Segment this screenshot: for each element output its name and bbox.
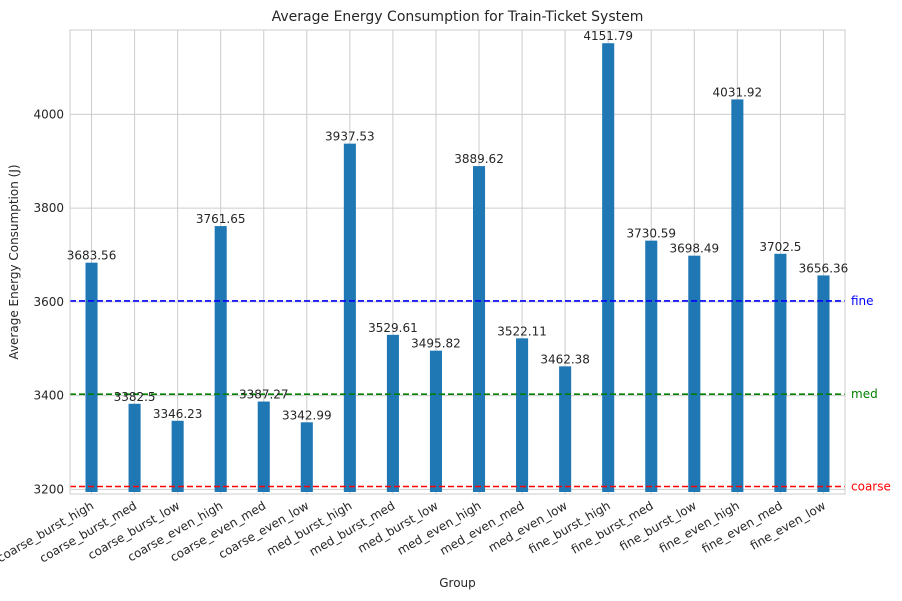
bar-value-label: 3522.11: [497, 324, 547, 338]
x-tick-label: fine_even_low: [748, 498, 828, 552]
x-tick-labels: coarse_burst_highcoarse_burst_medcoarse_…: [0, 498, 828, 565]
bar-value-label: 3889.62: [454, 152, 504, 166]
bar-value-label: 3342.99: [282, 408, 332, 422]
reference-lines: fine med coarse: [70, 294, 891, 494]
x-axis-title: Group: [439, 576, 476, 590]
bar-value-label: 3702.5: [759, 240, 801, 254]
bar: [214, 226, 227, 493]
y-tick-label: 3400: [33, 389, 64, 403]
bar: [386, 334, 399, 492]
bar: [128, 403, 141, 492]
bar: [171, 420, 184, 492]
y-tick-labels: 3200 3400 3600 3800 4000: [33, 107, 64, 496]
bar-value-label: 4031.92: [713, 85, 763, 99]
y-tick-label: 4000: [33, 107, 64, 121]
bar-value-label: 3529.61: [368, 321, 418, 335]
reference-label-coarse: coarse: [851, 480, 891, 494]
bar-value-label: 3462.38: [540, 352, 590, 366]
bar-value-label: 3382.5: [114, 390, 156, 404]
y-tick-label: 3600: [33, 295, 64, 309]
bar: [473, 166, 486, 492]
bar-value-label: 3698.49: [669, 242, 719, 256]
plot-frame: [69, 29, 846, 495]
bar-value-label: 3495.82: [411, 337, 461, 351]
bar-value-label: 3937.53: [325, 130, 375, 144]
bar: [429, 350, 442, 492]
bar-value-label: 3656.36: [799, 261, 849, 275]
grid-lines: [70, 30, 845, 494]
bar: [645, 240, 658, 492]
bar-value-label: 4151.79: [583, 29, 633, 43]
bar-value-label: 3387.27: [239, 388, 289, 402]
bar-value-label: 3761.65: [196, 212, 246, 226]
bar: [731, 99, 744, 493]
y-tick-label: 3800: [33, 201, 64, 215]
bar-value-labels: 3683.56 3382.5 3346.23 3761.65 3387.27 3342.9…: [67, 29, 849, 422]
bar: [774, 253, 787, 492]
bar: [300, 422, 313, 492]
bar: [817, 275, 830, 492]
chart-title: Average Energy Consumption for Train-Tic…: [272, 9, 644, 25]
reference-label-med: med: [851, 387, 878, 401]
bar: [516, 338, 529, 492]
bar: [688, 255, 701, 492]
y-tick-label: 3200: [33, 482, 64, 496]
bar-value-label: 3683.56: [67, 249, 117, 263]
bar-value-label: 3346.23: [153, 407, 203, 421]
bar: [602, 43, 615, 493]
bars: [85, 43, 830, 493]
bar: [257, 401, 270, 492]
y-axis-title: Average Energy Consumption (J): [7, 164, 21, 359]
bar: [559, 366, 572, 492]
reference-label-fine: fine: [851, 294, 874, 308]
bar-value-label: 3730.59: [626, 227, 676, 241]
bar: [85, 262, 98, 492]
bar: [343, 143, 356, 492]
